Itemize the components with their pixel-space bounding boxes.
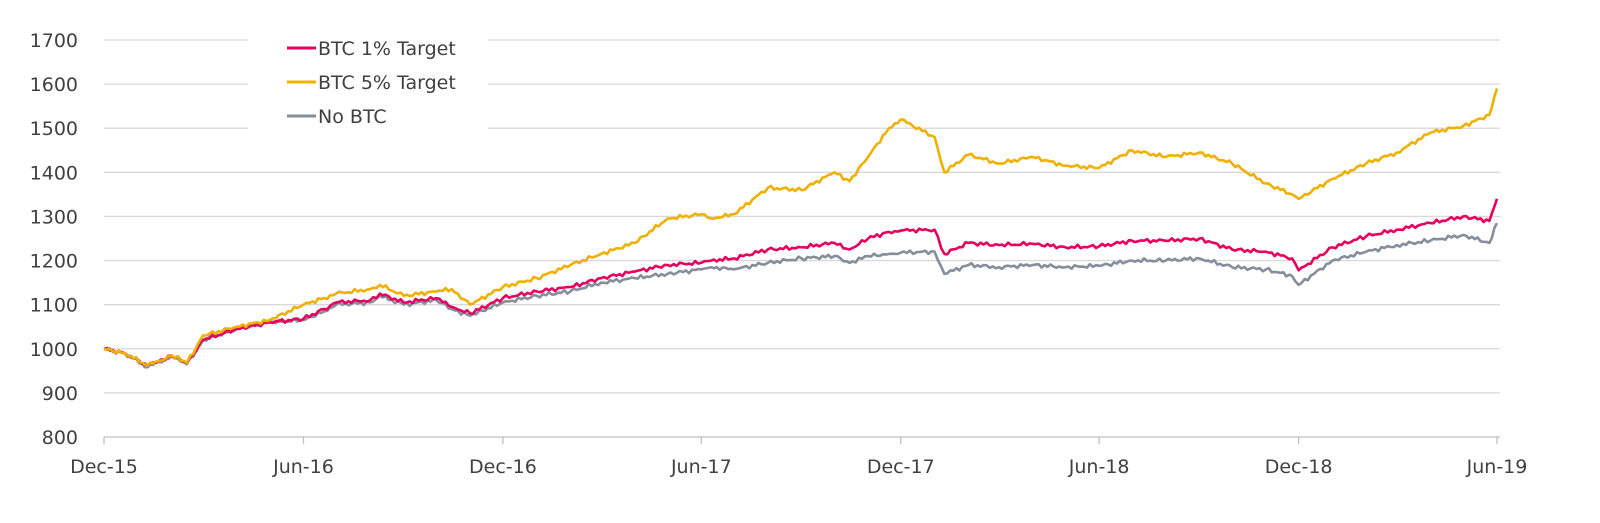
- legend-label: No BTC: [318, 106, 387, 128]
- legend-label: BTC 5% Target: [318, 72, 456, 94]
- series-lines: [103, 88, 1499, 369]
- y-tick-label: 1600: [30, 74, 78, 96]
- x-tick-label: Jun-16: [272, 456, 334, 478]
- y-tick-label: 800: [42, 427, 78, 449]
- series-line-btc-5-target: [103, 88, 1499, 367]
- y-tick-label: 1100: [30, 295, 78, 317]
- series-line-btc-1-target: [103, 198, 1499, 367]
- x-tick-label: Dec-18: [1265, 456, 1333, 478]
- series-line-no-btc: [103, 222, 1499, 369]
- x-tick-label: Dec-17: [867, 456, 935, 478]
- y-tick-label: 1700: [30, 30, 78, 52]
- y-tick-label: 900: [42, 383, 78, 405]
- y-tick-label: 1200: [30, 251, 78, 273]
- y-tick-label: 1400: [30, 162, 78, 184]
- x-tick-label: Jun-19: [1466, 456, 1528, 478]
- x-tick-label: Dec-15: [70, 456, 138, 478]
- y-tick-label: 1300: [30, 206, 78, 228]
- y-tick-label: 1000: [30, 339, 78, 361]
- y-axis: 800 900 1000 1100 1200 1300 1400 1500 1600 1700: [30, 30, 78, 449]
- x-axis: Dec-15 Jun-16 Dec-16 Jun-17 Dec-17 Jun-18 Dec-…: [70, 436, 1528, 478]
- x-tick-label: Jun-18: [1068, 456, 1130, 478]
- y-tick-label: 1500: [30, 118, 78, 140]
- legend-label: BTC 1% Target: [318, 38, 456, 60]
- x-tick-label: Jun-17: [670, 456, 732, 478]
- x-tick-label: Dec-16: [469, 456, 537, 478]
- legend: BTC 1% Target BTC 5% Target No BTC: [287, 38, 456, 128]
